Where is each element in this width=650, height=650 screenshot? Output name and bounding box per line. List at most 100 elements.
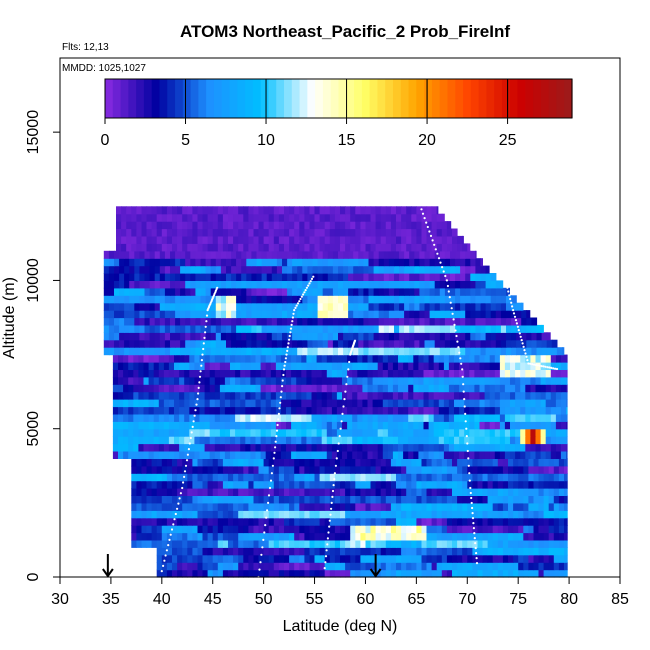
heatmap-cell xyxy=(306,391,313,400)
track-dot xyxy=(268,486,272,490)
heatmap-cell xyxy=(409,332,415,341)
heatmap-cell xyxy=(214,421,221,430)
heatmap-cell xyxy=(383,295,390,304)
heatmap-cell xyxy=(548,547,555,556)
heatmap-cell xyxy=(253,235,260,244)
heatmap-cell xyxy=(263,532,270,541)
heatmap-cell xyxy=(560,362,567,370)
heatmap-cell xyxy=(472,502,479,511)
heatmap-cell xyxy=(243,562,249,571)
heatmap-cell xyxy=(207,480,214,489)
heatmap-cell xyxy=(255,384,262,393)
heatmap-cell xyxy=(438,413,445,422)
heatmap-cell xyxy=(370,465,377,474)
heatmap-cell xyxy=(179,428,185,437)
heatmap-cell xyxy=(439,295,446,304)
track-dot xyxy=(449,301,452,304)
track-dot xyxy=(323,567,326,570)
heatmap-cell xyxy=(143,436,150,445)
heatmap-cell xyxy=(345,562,351,571)
heatmap-cell xyxy=(566,413,568,422)
heatmap-cell xyxy=(538,473,545,482)
heatmap-cell xyxy=(304,532,311,541)
heatmap-cell xyxy=(455,302,461,311)
heatmap-cell xyxy=(419,302,426,311)
heatmap-cell xyxy=(273,569,280,578)
heatmap-cell xyxy=(370,213,377,222)
heatmap-cell xyxy=(273,547,280,556)
heatmap-cell xyxy=(470,265,476,274)
heatmap-cell xyxy=(477,539,484,548)
heatmap-cell xyxy=(108,265,115,274)
heatmap-cell xyxy=(348,287,354,296)
heatmap-cell xyxy=(418,451,425,459)
heatmap-cell xyxy=(200,310,207,319)
track-dot xyxy=(187,448,190,451)
y-tick-label: 0 xyxy=(25,572,42,581)
heatmap-cell xyxy=(484,451,491,459)
heatmap-cell xyxy=(138,376,145,385)
heatmap-cell xyxy=(260,436,267,445)
heatmap-cell xyxy=(401,562,407,571)
heatmap-cell xyxy=(258,510,265,519)
heatmap-cell xyxy=(416,562,423,571)
heatmap-cell xyxy=(228,539,234,548)
x-tick-label: 75 xyxy=(509,591,527,608)
heatmap-cell xyxy=(270,443,277,452)
heatmap-cell xyxy=(459,399,465,408)
heatmap-cell xyxy=(222,539,229,548)
heatmap-cell xyxy=(444,332,451,341)
heatmap-cell xyxy=(179,391,185,400)
heatmap-cell xyxy=(238,228,244,237)
x-tick-label: 85 xyxy=(611,591,629,608)
heatmap-cell xyxy=(528,480,535,489)
heatmap-cell xyxy=(450,302,456,311)
heatmap-cell xyxy=(394,347,400,356)
heatmap-cell xyxy=(479,376,486,385)
heatmap-cell xyxy=(375,525,382,534)
heatmap-cell xyxy=(314,206,321,215)
heatmap-cell xyxy=(390,228,397,237)
colorbar-segment xyxy=(354,79,363,118)
heatmap-cell xyxy=(143,451,150,459)
track-dot xyxy=(474,547,477,550)
heatmap-cell xyxy=(543,473,550,482)
heatmap-cell xyxy=(131,480,137,489)
heatmap-cell xyxy=(380,569,387,578)
heatmap-cell xyxy=(398,384,404,393)
heatmap-cell xyxy=(334,510,341,519)
heatmap-cell xyxy=(372,369,379,378)
heatmap-cell xyxy=(166,213,173,222)
heatmap-cell xyxy=(401,480,407,489)
heatmap-cell xyxy=(209,451,216,459)
heatmap-cell xyxy=(406,206,412,215)
heatmap-cell xyxy=(124,302,130,311)
heatmap-cell xyxy=(184,384,190,393)
heatmap-cell xyxy=(494,399,501,408)
heatmap-cell xyxy=(180,310,186,319)
heatmap-cell xyxy=(136,213,143,222)
heatmap-cell xyxy=(194,399,201,408)
heatmap-cell xyxy=(112,443,119,452)
heatmap-cell xyxy=(348,280,354,289)
heatmap-cell xyxy=(394,317,400,326)
heatmap-cell xyxy=(265,406,272,415)
heatmap-cell xyxy=(370,517,377,526)
track-dot xyxy=(299,297,302,301)
heatmap-cell xyxy=(533,495,540,504)
heatmap-cell xyxy=(383,310,390,319)
heatmap-cell xyxy=(224,369,231,378)
heatmap-cell xyxy=(278,532,285,541)
heatmap-cell xyxy=(209,391,216,400)
heatmap-cell xyxy=(441,569,448,578)
track-dot xyxy=(167,544,170,547)
heatmap-cell xyxy=(321,376,328,385)
heatmap-cell xyxy=(403,413,409,422)
colorbar-segment xyxy=(167,79,176,118)
heatmap-cell xyxy=(439,250,446,259)
heatmap-cell xyxy=(226,324,232,333)
heatmap-cell xyxy=(530,354,537,363)
heatmap-cell xyxy=(378,310,385,319)
heatmap-cell xyxy=(207,243,214,252)
heatmap-cell xyxy=(533,480,540,489)
